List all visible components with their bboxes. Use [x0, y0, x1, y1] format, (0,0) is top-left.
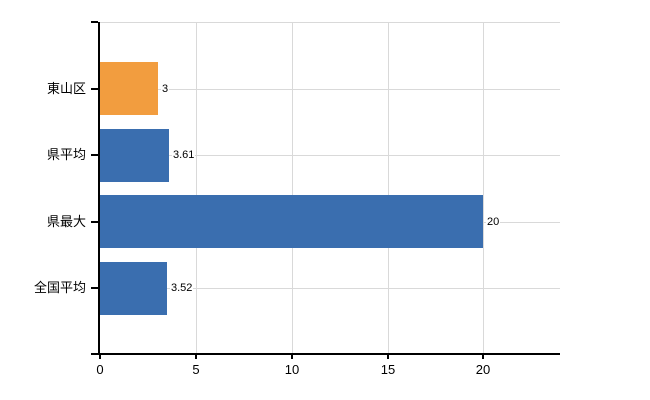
y-axis-tick	[91, 353, 98, 355]
x-tick-label: 10	[284, 362, 300, 377]
y-axis-tick	[91, 21, 98, 23]
vertical-gridline	[195, 22, 197, 355]
horizontal-gridline	[100, 22, 560, 23]
bar-value-label: 3.61	[172, 148, 196, 162]
category-label: 県最大	[46, 214, 86, 229]
x-axis-tick	[387, 355, 389, 359]
horizontal-gridline	[100, 89, 560, 90]
bar-value-label: 3.52	[170, 281, 194, 295]
bar	[100, 129, 169, 182]
vertical-gridline	[483, 22, 485, 355]
bar-value-label: 3	[161, 82, 170, 96]
vertical-gridline	[291, 22, 293, 355]
horizontal-gridline	[100, 155, 560, 156]
y-axis-tick	[91, 154, 98, 156]
x-tick-label: 20	[475, 362, 491, 377]
y-axis-tick	[91, 221, 98, 223]
x-tick-label: 15	[380, 362, 396, 377]
x-axis-tick	[482, 355, 484, 359]
bar	[100, 195, 483, 248]
y-axis-tick	[91, 287, 98, 289]
x-tick-label: 5	[192, 362, 200, 377]
bar	[100, 62, 158, 115]
x-axis-line	[98, 353, 560, 355]
x-axis-tick	[291, 355, 293, 359]
y-axis-line	[98, 22, 100, 355]
x-axis-tick	[99, 355, 101, 359]
bar	[100, 262, 167, 315]
vertical-gridline	[387, 22, 389, 355]
x-tick-label: 0	[96, 362, 104, 377]
horizontal-gridline	[100, 288, 560, 289]
category-label: 県平均	[46, 147, 86, 162]
bar-value-label: 20	[486, 215, 501, 229]
y-axis-tick	[91, 88, 98, 90]
category-label: 全国平均	[33, 280, 86, 295]
category-label: 東山区	[46, 81, 86, 96]
x-axis-tick	[195, 355, 197, 359]
